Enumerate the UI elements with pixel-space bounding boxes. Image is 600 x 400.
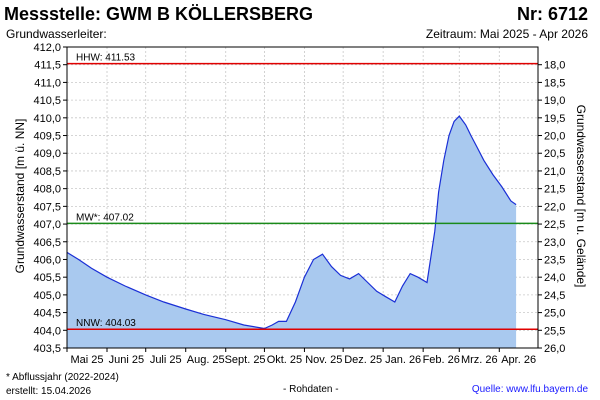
x-tick-label: Jan. 26 [385,354,421,366]
reference-lines: HHW: 411.53 MW*: 407.02 NNW: 404.03 [67,53,538,330]
left-tick-label: 404,0 [33,325,61,337]
left-tick-label: 407,5 [33,201,61,213]
right-tick-label: 24,0 [544,272,565,284]
period-label: Zeitraum: Mai 2025 - Apr 2026 [425,27,588,41]
left-tick-label: 411,0 [34,77,61,89]
left-tick-label: 411,5 [34,60,61,72]
aquifer-label: Grundwasserleiter: [6,27,107,41]
right-tick-label: 18,5 [544,77,565,89]
right-tick-label: 23,5 [544,254,565,266]
right-tick-label: 18,0 [544,60,565,72]
left-tick-label: 407,0 [33,219,61,231]
right-tick-label: 25,5 [544,325,565,337]
x-tick-label: Sept. 25 [225,354,266,366]
source-link[interactable]: Quelle: www.lfu.bayern.de [471,384,588,395]
left-tick-label: 403,5 [33,343,61,355]
reference-line-label: HHW: 411.53 [76,53,136,64]
left-tick-label: 409,5 [33,131,61,143]
x-axis-ticks: Mai 25 Juni 25 Juli 25 Aug. 25 Sept. 25 Okt. … [66,348,536,366]
created-date: erstellt: 15.04.2026 [6,386,92,397]
left-tick-label: 412,0 [33,42,61,54]
right-axis-ticks: 18,0 18,5 19,0 19,5 20,0 20,5 21,0 21,5 22,0 22,5… [538,60,565,355]
left-tick-label: 408,0 [33,184,61,196]
footnote: * Abflussjahr (2022-2024) [6,372,119,383]
reference-line-label: MW*: 407.02 [76,212,134,223]
left-tick-label: 404,5 [33,308,61,320]
x-tick-label: Mrz. 26 [461,354,498,366]
left-tick-label: 408,5 [33,166,61,178]
plot-frame [66,46,539,349]
right-tick-label: 22,0 [544,201,565,213]
right-tick-label: 19,5 [544,113,565,125]
right-tick-label: 22,5 [544,219,565,231]
right-tick-label: 20,0 [544,131,565,143]
x-tick-label: Aug. 25 [187,354,225,366]
x-tick-label: Juli 25 [150,354,182,366]
right-tick-label: 23,0 [544,237,565,249]
x-tick-label: Juni 25 [109,354,144,366]
series-area [67,116,517,348]
left-tick-label: 410,0 [33,113,61,125]
x-tick-label: Dez. 25 [344,354,382,366]
left-tick-label: 406,5 [33,237,61,249]
series-line [66,115,517,330]
x-tick-label: Feb. 26 [423,354,460,366]
station-number: Nr: 6712 [516,4,588,24]
right-tick-label: 25,0 [544,308,565,320]
x-tick-label: Nov. 25 [305,354,342,366]
y-axis-label-left: Grundwasserstand [m ü. NN] [13,119,27,274]
left-tick-label: 409,0 [33,148,61,160]
left-tick-label: 405,0 [33,290,61,302]
right-tick-label: 19,0 [544,95,565,107]
right-tick-label: 20,5 [544,148,565,160]
right-tick-label: 24,5 [544,290,565,302]
left-axis-ticks: 412,0 411,5 411,0 410,5 410,0 409,5 409,0 408,5… [33,42,67,355]
x-tick-label: Mai 25 [70,354,103,366]
x-tick-label: Okt. 25 [267,354,302,366]
y-axis-label-right: Grundwasserstand [m u. Gelände] [574,105,588,288]
x-tick-label: Apr. 26 [501,354,536,366]
raw-data-note: - Rohdaten - [283,384,339,395]
right-tick-label: 21,0 [544,166,565,178]
left-tick-label: 406,0 [33,254,61,266]
right-tick-label: 21,5 [544,184,565,196]
reference-line-label: NNW: 404.03 [76,318,136,329]
left-tick-label: 405,5 [33,272,61,284]
page-title: Messstelle: GWM B KÖLLERSBERG [4,4,314,24]
left-tick-label: 410,5 [33,95,61,107]
right-tick-label: 26,0 [544,343,565,355]
